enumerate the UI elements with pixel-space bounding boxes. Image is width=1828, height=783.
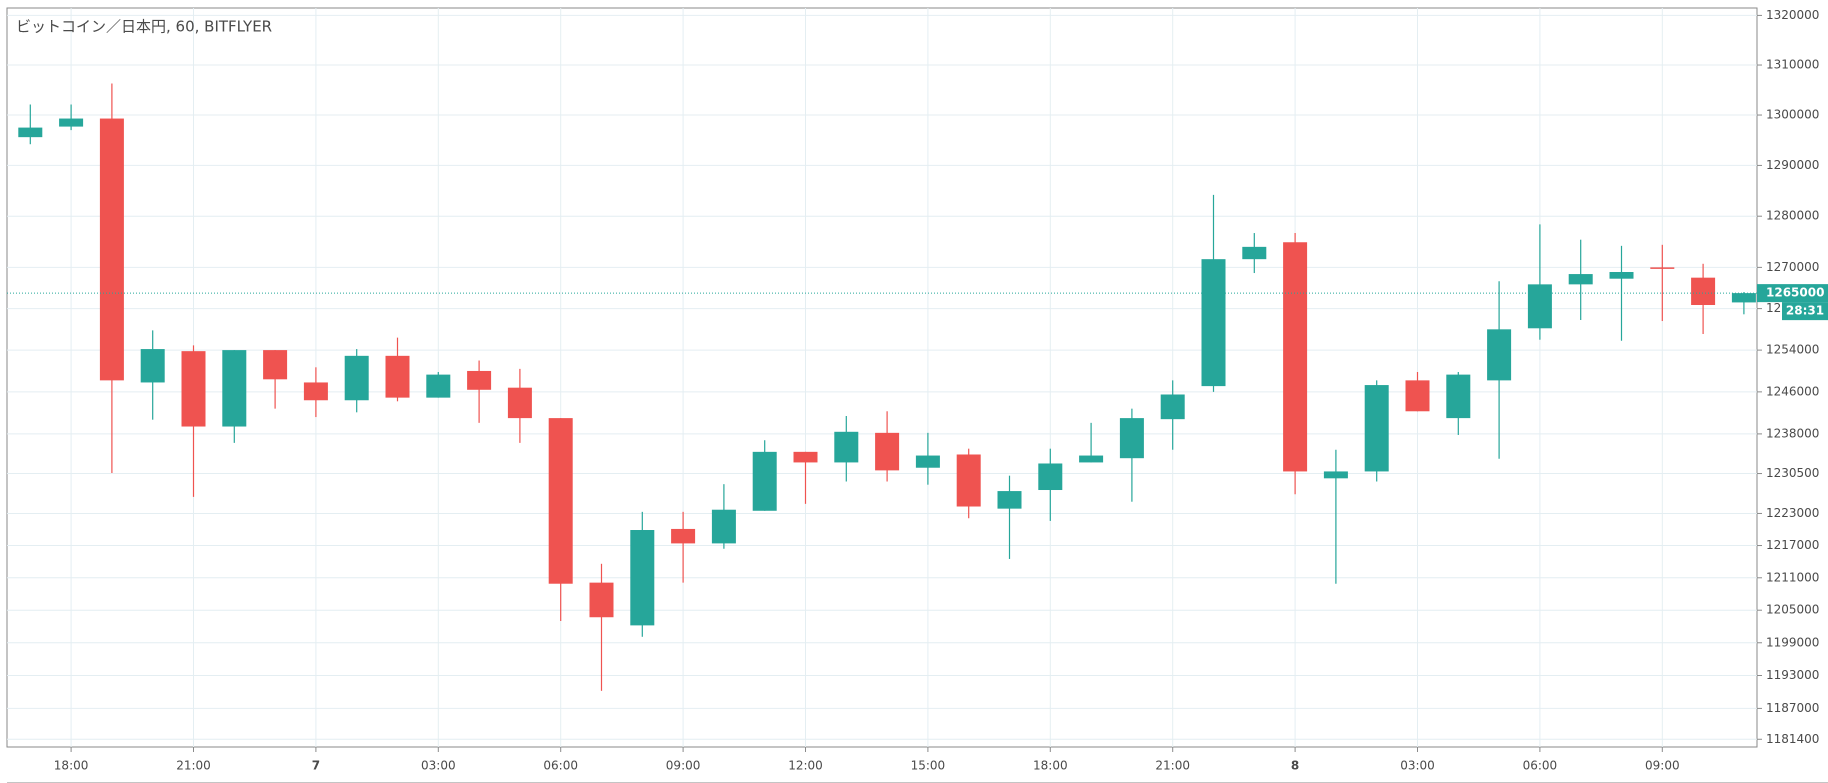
- candle-body: [834, 431, 859, 463]
- candle-body: [875, 432, 900, 471]
- candle-body: [1691, 277, 1716, 305]
- candle-body: [630, 530, 655, 626]
- y-tick-label: 1300000: [1766, 108, 1819, 122]
- axes: 1181400 1187000 1193000 1199000 1205000 12110…: [54, 8, 1828, 773]
- x-tick-label: 15:00: [911, 759, 946, 773]
- countdown-box: [1782, 302, 1828, 321]
- candle-body: [1609, 272, 1634, 279]
- y-tick-label: 1223000: [1766, 506, 1819, 520]
- candle-body: [1160, 394, 1185, 420]
- x-tick-label: 06:00: [1523, 759, 1558, 773]
- candle-body: [1405, 380, 1430, 412]
- candle-body: [1731, 293, 1756, 303]
- x-tick-label: 03:00: [1400, 759, 1435, 773]
- x-tick-label: 09:00: [1645, 759, 1680, 773]
- y-tick-label: 1205000: [1766, 603, 1819, 617]
- y-tick-label: 1290000: [1766, 158, 1819, 172]
- candle-body: [140, 349, 165, 383]
- y-tick-label: 1310000: [1766, 58, 1819, 72]
- x-tick-label: 21:00: [176, 759, 211, 773]
- candle-body: [1038, 463, 1063, 491]
- candle-body: [1283, 242, 1308, 472]
- y-tick-label: 1199000: [1766, 635, 1819, 649]
- y-tick-label: 1193000: [1766, 668, 1819, 682]
- candle-body: [99, 118, 124, 381]
- candle-body: [671, 528, 696, 544]
- candle-body: [18, 127, 43, 138]
- candle-body: [1079, 455, 1104, 463]
- x-tick-label: 18:00: [54, 759, 89, 773]
- candle-body: [1527, 284, 1552, 329]
- candle-body: [1323, 471, 1348, 479]
- candle-body: [507, 387, 532, 419]
- candles: [7, 83, 1757, 691]
- candle-body: [222, 350, 247, 427]
- candle-body: [1201, 259, 1226, 387]
- y-tick-label: 1270000: [1766, 260, 1819, 274]
- chart-title: ビットコイン／日本円, 60, BITFLYER: [16, 18, 272, 36]
- y-tick-label: 1217000: [1766, 538, 1819, 552]
- x-tick-label: 7: [312, 759, 320, 773]
- y-tick-label: 1280000: [1766, 209, 1819, 223]
- x-tick-label: 21:00: [1155, 759, 1190, 773]
- candle-body: [548, 418, 573, 584]
- candle-body: [467, 370, 492, 390]
- candle-body: [915, 455, 940, 468]
- candle-body: [426, 374, 451, 398]
- candle-body: [1446, 374, 1471, 419]
- y-tick-label: 1320000: [1766, 8, 1819, 22]
- candle-body: [793, 451, 818, 463]
- y-tick-label: 1211000: [1766, 570, 1819, 584]
- last-price-box: [1757, 284, 1828, 303]
- x-tick-label: 03:00: [421, 759, 456, 773]
- candle-body: [181, 351, 206, 427]
- y-tick-label: 1246000: [1766, 384, 1819, 398]
- candle-body: [59, 118, 84, 127]
- last-price-label: 1265000: [1766, 286, 1824, 300]
- candle-body: [711, 509, 736, 544]
- candle-body: [1364, 385, 1389, 472]
- candle-body: [1650, 267, 1675, 269]
- y-tick-label: 1230500: [1766, 466, 1819, 480]
- plot-frame: [6, 7, 1758, 748]
- candle-body: [1242, 246, 1267, 260]
- candle-body: [1487, 329, 1512, 381]
- x-tick-label: 12:00: [788, 759, 823, 773]
- x-tick-label: 09:00: [666, 759, 701, 773]
- candle-body: [752, 451, 777, 511]
- candle-body: [1568, 274, 1593, 285]
- x-tick-label: 06:00: [543, 759, 578, 773]
- candle-body: [303, 382, 328, 401]
- candle-body: [589, 582, 614, 618]
- candle-body: [344, 355, 369, 401]
- y-tick-label: 1254000: [1766, 343, 1819, 357]
- countdown-label: 28:31: [1786, 304, 1824, 318]
- x-tick-label: 8: [1291, 759, 1299, 773]
- y-tick-label: 1238000: [1766, 426, 1819, 440]
- candle-body: [997, 491, 1022, 509]
- candle-body: [385, 355, 410, 398]
- candle-body: [1119, 418, 1144, 459]
- y-tick-label: 1187000: [1766, 701, 1819, 715]
- x-tick-label: 18:00: [1033, 759, 1068, 773]
- y-tick-label: 1181400: [1766, 732, 1819, 746]
- candle-body: [263, 350, 288, 380]
- candle-body: [956, 454, 981, 507]
